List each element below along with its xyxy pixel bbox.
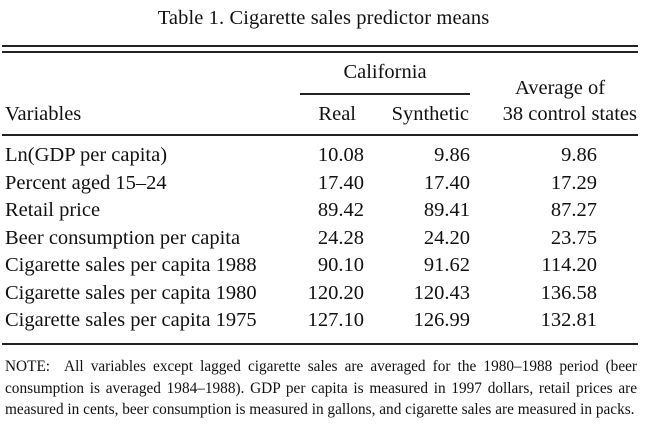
variable-cell: Percent aged 15–24 [5,171,167,194]
table-note: NOTE: All variables except lagged cigaret… [5,356,637,421]
top-double-rule-lower [2,51,638,53]
average-value-cell: 114.20 [541,254,597,276]
note-text: All variables except lagged cigarette sa… [5,358,637,418]
real-value-cell: 17.40 [317,171,364,194]
table-row: Beer consumption per capita 24.28 24.20 23.… [0,226,647,255]
average-value-cell: 17.29 [550,171,597,194]
top-double-rule-upper [2,45,638,47]
column-header-variables: Variables [5,103,82,125]
header-rule [2,134,638,136]
synthetic-value-cell: 120.43 [413,281,470,304]
column-header-average-line2: 38 control states [502,103,637,125]
synthetic-value-cell: 126.99 [413,309,470,331]
table-row: Cigarette sales per capita 1980 120.20 120… [0,281,647,310]
column-header-real: Real [318,103,356,125]
table-row: Ln(GDP per capita) 10.08 9.86 9.86 [0,145,647,172]
real-value-cell: 89.42 [317,199,364,221]
california-group-rule [300,93,470,95]
variable-cell: Cigarette sales per capita 1988 [5,254,257,276]
synthetic-value-cell: 89.41 [423,199,470,221]
average-value-cell: 9.86 [561,144,597,166]
table-row: Cigarette sales per capita 1988 90.10 91.6… [0,255,647,282]
note-label: NOTE: [5,358,51,375]
real-value-cell: 10.08 [317,144,364,166]
synthetic-value-cell: 91.62 [423,254,470,276]
variable-cell: Beer consumption per capita [5,226,241,249]
column-header-average-line1: Average of [514,77,606,99]
real-value-cell: 90.10 [317,254,364,276]
variable-cell: Ln(GDP per capita) [5,144,168,166]
average-value-cell: 136.58 [540,281,597,304]
variable-cell: Cigarette sales per capita 1980 [5,281,257,304]
table-row: Percent aged 15–24 17.40 17.40 17.29 [0,171,647,200]
bottom-rule [2,343,638,345]
variable-cell: Retail price [5,199,101,221]
real-value-cell: 127.10 [307,309,364,331]
average-value-cell: 87.27 [550,199,597,221]
column-group-header-california: California [343,61,427,83]
real-value-cell: 120.20 [307,281,364,304]
average-value-cell: 132.81 [540,309,597,331]
table-row: Retail price 89.42 89.41 87.27 [0,200,647,227]
real-value-cell: 24.28 [317,226,364,249]
table-row: Cigarette sales per capita 1975 127.10 126… [0,310,647,337]
table-title: Table 1. Cigarette sales predictor means [157,7,490,29]
variable-cell: Cigarette sales per capita 1975 [5,309,257,331]
column-header-synthetic: Synthetic [391,103,469,125]
synthetic-value-cell: 24.20 [423,226,470,249]
average-value-cell: 23.75 [550,226,597,249]
synthetic-value-cell: 17.40 [423,171,470,194]
synthetic-value-cell: 9.86 [434,144,470,166]
